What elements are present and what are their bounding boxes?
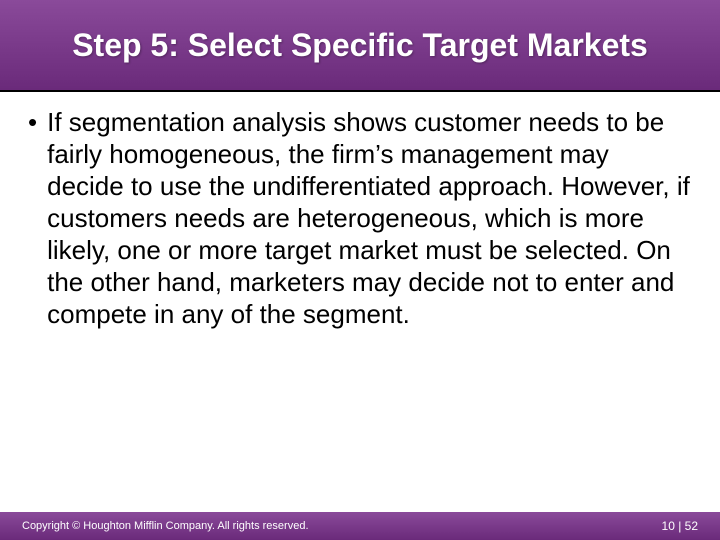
- slide: Step 5: Select Specific Target Markets •…: [0, 0, 720, 540]
- bullet-text: If segmentation analysis shows customer …: [47, 106, 692, 330]
- copyright-text: Copyright © Houghton Mifflin Company. Al…: [22, 520, 309, 532]
- title-bar: Step 5: Select Specific Target Markets: [0, 0, 720, 90]
- footer-bar: Copyright © Houghton Mifflin Company. Al…: [0, 512, 720, 540]
- bullet-marker: •: [28, 106, 37, 138]
- page-number: 10 | 52: [662, 519, 698, 533]
- bullet-item: • If segmentation analysis shows custome…: [28, 106, 692, 330]
- slide-title: Step 5: Select Specific Target Markets: [72, 27, 648, 64]
- body-area: • If segmentation analysis shows custome…: [0, 92, 720, 512]
